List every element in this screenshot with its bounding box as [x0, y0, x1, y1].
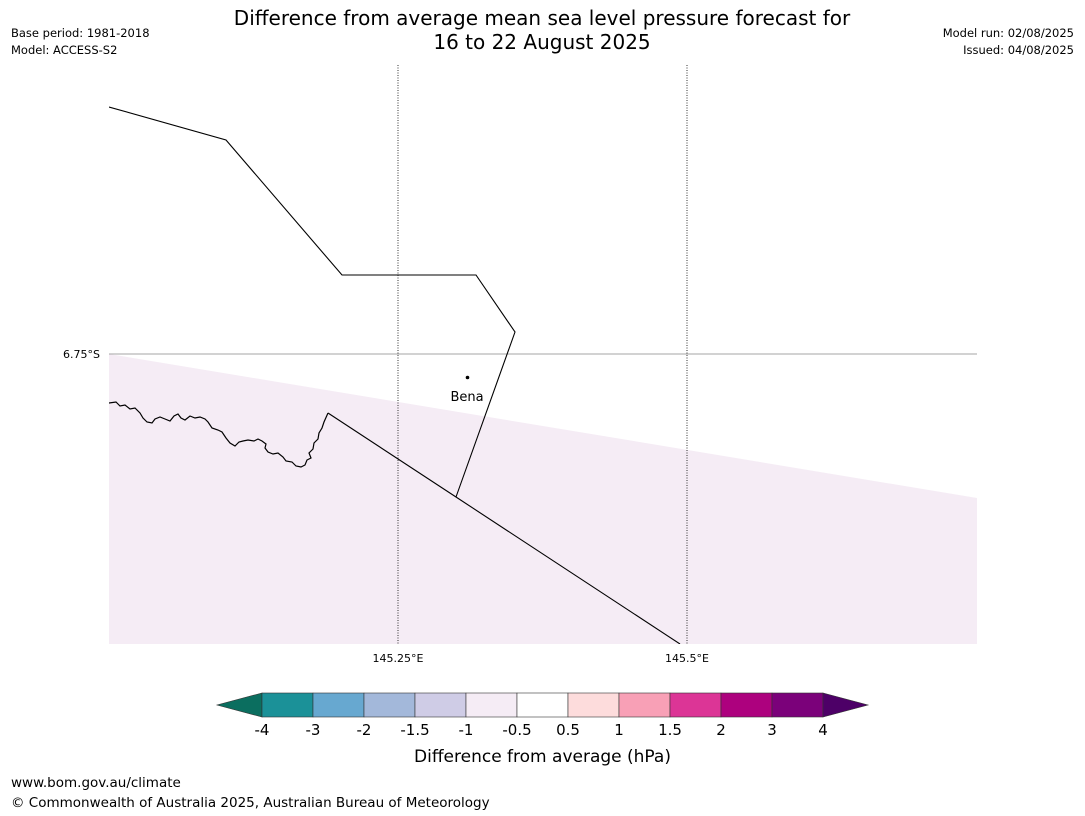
colorbar-segment — [465, 692, 518, 718]
longitude-label: 145.5°E — [665, 652, 709, 665]
colorbar-label: Difference from average (hPa) — [414, 747, 671, 767]
model-text: Model: ACCESS-S2 — [11, 43, 118, 57]
province-boundary — [109, 106, 516, 498]
map-area — [109, 65, 977, 644]
longitude-label: 145.25°E — [373, 652, 424, 665]
colorbar-extend-low — [215, 692, 263, 718]
colorbar-tick-label: -1 — [459, 721, 474, 739]
colorbar-tick-label: 2 — [716, 721, 726, 739]
colorbar-segment — [669, 692, 722, 718]
place-label-bena: Bena — [450, 390, 483, 405]
colorbar-segment — [363, 692, 416, 718]
colorbar-segment — [771, 692, 824, 718]
colorbar-tick-label: 1.5 — [658, 721, 682, 739]
province-boundary — [327, 412, 681, 644]
colorbar-tick-label: -4 — [255, 721, 270, 739]
colorbar-segment — [312, 692, 365, 718]
colorbar-legend: -4 -3 -2 -1.5 -1 -0.5 0.5 1 1.5 2 3 4 — [215, 692, 870, 739]
colorbar-tick-label: -2 — [357, 721, 372, 739]
colorbar-tick-label: -1.5 — [400, 721, 429, 739]
footer-copyright: © Commonwealth of Australia 2025, Austra… — [11, 795, 490, 811]
colorbar-extend-high — [822, 692, 870, 718]
issued-text: Issued: 04/08/2025 — [963, 43, 1074, 57]
colorbar-segment — [567, 692, 620, 718]
colorbar-segment — [720, 692, 773, 718]
pressure-anomaly-region — [109, 354, 977, 644]
colorbar-tick-label: 1 — [614, 721, 624, 739]
latitude-label: 6.75°S — [63, 348, 100, 361]
colorbar-segment — [261, 692, 314, 718]
bena-marker — [465, 375, 470, 380]
model-run-text: Model run: 02/08/2025 — [942, 26, 1074, 40]
colorbar-tick-label: 0.5 — [556, 721, 580, 739]
map-title: Difference from average mean sea level p… — [142, 6, 942, 54]
map-metadata-right: Model run: 02/08/2025 Issued: 04/08/2025 — [943, 25, 1074, 59]
colorbar-tick-label: 4 — [818, 721, 828, 739]
footer-url: www.bom.gov.au/climate — [11, 775, 181, 791]
colorbar-segment — [516, 692, 569, 718]
base-period-text: Base period: 1981-2018 — [11, 26, 150, 40]
colorbar-tick-label: -0.5 — [502, 721, 531, 739]
colorbar-segment — [414, 692, 467, 718]
colorbar-tick-label: 3 — [767, 721, 777, 739]
map-metadata-left: Base period: 1981-2018 Model: ACCESS-S2 — [11, 25, 150, 59]
coastline — [109, 401, 329, 468]
title-line-1: Difference from average mean sea level p… — [233, 6, 851, 30]
colorbar-tick-label: -3 — [306, 721, 321, 739]
colorbar-segment — [618, 692, 671, 718]
title-line-2: 16 to 22 August 2025 — [433, 30, 651, 54]
